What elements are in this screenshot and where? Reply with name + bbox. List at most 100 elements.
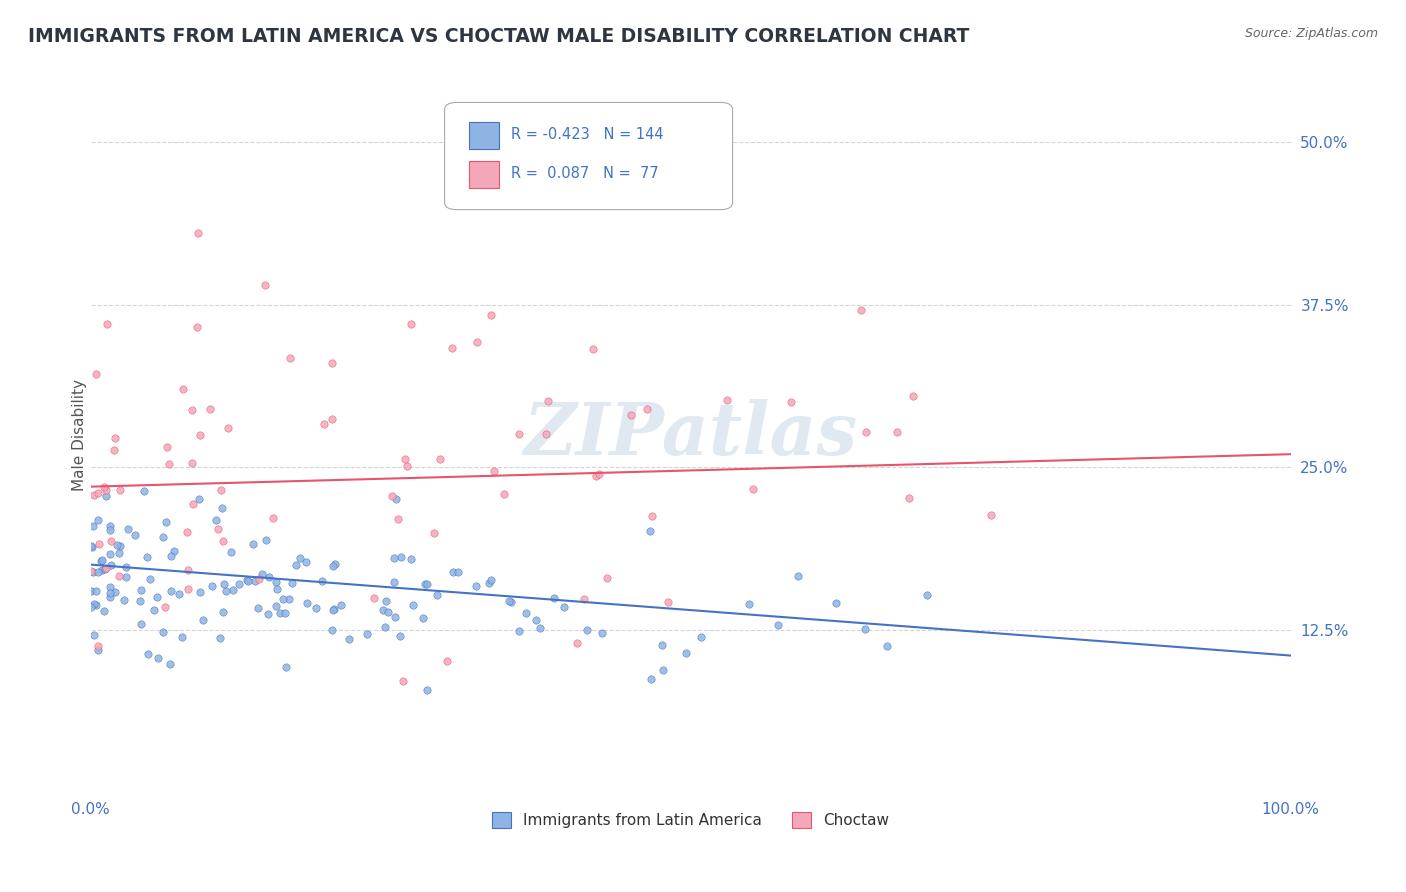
Point <box>426 588 449 602</box>
Point <box>295 596 318 610</box>
Point <box>285 558 308 573</box>
Point <box>572 592 595 607</box>
Point <box>98 586 121 600</box>
Point <box>529 621 551 635</box>
Point <box>389 629 412 643</box>
Point <box>250 566 273 581</box>
Point <box>103 442 125 457</box>
Point <box>651 638 673 652</box>
Point <box>312 417 335 432</box>
Point <box>94 561 117 575</box>
Point <box>374 620 396 634</box>
Point <box>212 533 235 548</box>
Point <box>198 401 221 416</box>
Point <box>657 595 679 609</box>
Point <box>413 577 436 591</box>
Point <box>596 571 619 585</box>
Point <box>876 639 898 653</box>
Point <box>153 599 176 614</box>
Point <box>264 599 287 614</box>
Point <box>436 654 458 668</box>
Point <box>311 574 333 589</box>
Point <box>915 588 938 602</box>
Point <box>363 591 385 606</box>
Point <box>382 575 405 590</box>
Point <box>253 278 276 293</box>
FancyBboxPatch shape <box>468 161 499 188</box>
Point <box>280 575 302 590</box>
Point <box>172 382 194 396</box>
Point <box>159 657 181 672</box>
Point <box>201 579 224 593</box>
Point <box>100 534 122 549</box>
Point <box>478 576 501 591</box>
Point <box>139 572 162 586</box>
Y-axis label: Male Disability: Male Disability <box>72 379 87 491</box>
Point <box>853 622 876 636</box>
Point <box>115 570 138 584</box>
Point <box>90 554 112 568</box>
Point <box>508 427 530 442</box>
Point <box>108 569 131 583</box>
Point <box>382 551 405 566</box>
Point <box>321 356 343 370</box>
Point <box>588 467 610 481</box>
Point <box>90 553 112 567</box>
Point <box>498 594 520 608</box>
Point <box>129 594 152 608</box>
Point <box>385 492 408 507</box>
Point <box>217 421 239 435</box>
Point <box>395 458 418 473</box>
Point <box>86 584 108 599</box>
Point <box>117 522 139 536</box>
Point <box>221 583 243 598</box>
Point <box>134 483 156 498</box>
Point <box>156 440 179 454</box>
Text: Source: ZipAtlas.com: Source: ZipAtlas.com <box>1244 27 1378 40</box>
Point <box>266 582 288 597</box>
Point <box>543 591 565 606</box>
Point <box>187 227 209 241</box>
Point <box>585 468 607 483</box>
Point <box>553 600 575 615</box>
Point <box>152 530 174 544</box>
Point <box>177 563 200 577</box>
Point <box>105 538 128 552</box>
Point <box>401 552 423 566</box>
Point <box>87 513 110 527</box>
Point <box>591 626 613 640</box>
Point <box>416 683 439 698</box>
Point <box>98 591 121 605</box>
Point <box>465 334 488 349</box>
Point <box>170 630 193 644</box>
Text: R =  0.087   N =  77: R = 0.087 N = 77 <box>510 167 658 181</box>
Point <box>447 565 470 579</box>
Point <box>305 601 328 615</box>
Point <box>96 318 118 332</box>
Point <box>423 526 446 541</box>
Point <box>620 408 643 422</box>
Point <box>741 482 763 496</box>
FancyBboxPatch shape <box>468 121 499 149</box>
Point <box>384 610 406 624</box>
Point <box>640 672 662 686</box>
Point <box>581 342 603 356</box>
Point <box>321 623 343 637</box>
Point <box>536 393 558 408</box>
Point <box>80 539 103 553</box>
Point <box>87 639 110 653</box>
Point <box>273 606 295 620</box>
Point <box>903 389 925 403</box>
Legend: Immigrants from Latin America, Choctaw: Immigrants from Latin America, Choctaw <box>486 806 896 834</box>
Point <box>87 643 110 657</box>
Point <box>262 511 284 525</box>
Point <box>228 577 250 591</box>
FancyBboxPatch shape <box>444 103 733 210</box>
Text: R = -0.423   N = 144: R = -0.423 N = 144 <box>510 127 664 142</box>
Point <box>567 636 589 650</box>
Point <box>394 451 416 466</box>
Point <box>247 601 270 615</box>
Point <box>399 317 422 331</box>
Point <box>278 351 301 366</box>
Point <box>215 584 238 599</box>
